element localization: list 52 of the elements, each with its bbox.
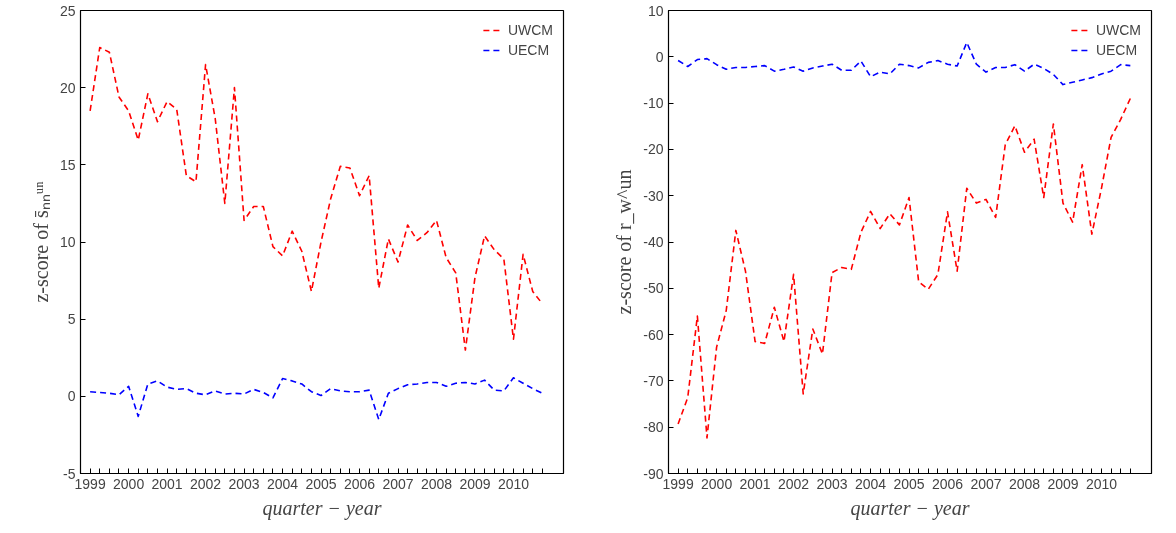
y-tick-label: 25: [59, 2, 76, 19]
y-tick-label: -10: [643, 95, 664, 112]
x-tick-label: 1999: [662, 475, 694, 492]
y-tick-label: -60: [643, 326, 664, 343]
x-tick-label: 2004: [854, 475, 887, 492]
x-tick-label: 2005: [893, 475, 925, 492]
x-tick-label: 2000: [113, 475, 145, 492]
x-tick-label: 2008: [1008, 475, 1041, 492]
line-series: [89, 377, 544, 421]
legend-label: UWCM: [1095, 22, 1141, 38]
legend-label: UWCM: [507, 22, 553, 38]
x-tick-label: 2007: [970, 475, 1002, 492]
x-tick-label: 2003: [228, 475, 260, 492]
x-tick-label: 2002: [190, 475, 222, 492]
x-tick-label: 2001: [151, 475, 183, 492]
x-tick-label: 2008: [420, 475, 453, 492]
y-tick-label: 20: [59, 79, 76, 96]
y-tick-label: -90: [643, 465, 664, 482]
y-tick-label: -30: [643, 187, 664, 204]
line-series: [677, 97, 1132, 439]
legend-label: UECM: [507, 42, 550, 58]
y-tick-label: -70: [643, 372, 664, 389]
x-tick-label: 1999: [74, 475, 106, 492]
y-tick-label: 10: [59, 234, 76, 250]
x-tick-label: 2010: [497, 475, 530, 492]
y-tick-label: 5: [67, 311, 76, 328]
y-tick-label: -20: [643, 141, 664, 158]
x-tick-label: 2006: [343, 475, 376, 492]
x-tick-label: 2004: [266, 475, 299, 492]
x-tick-label: 2009: [1047, 475, 1079, 492]
x-tick-label: 2001: [739, 475, 771, 492]
y-axis-title: z-score of s̄ₙₙᵘⁿ: [29, 181, 52, 303]
x-tick-label: 2010: [1085, 475, 1118, 492]
legend-label: UECM: [1095, 42, 1138, 58]
x-axis-title: quarter − year: [850, 496, 970, 520]
y-axis-title: z-score of r_w^un: [613, 169, 636, 315]
x-tick-label: 2003: [816, 475, 848, 492]
x-tick-label: 2002: [778, 475, 810, 492]
x-tick-label: 2000: [701, 475, 733, 492]
x-tick-label: 2006: [931, 475, 964, 492]
x-tick-label: 2007: [382, 475, 414, 492]
y-tick-label: 10: [647, 2, 664, 19]
x-tick-label: 2009: [459, 475, 491, 492]
y-tick-label: -40: [643, 234, 664, 250]
y-tick-label: -5: [63, 465, 76, 482]
x-tick-label: 2005: [305, 475, 337, 492]
y-tick-label: -50: [643, 280, 664, 297]
y-tick-label: -80: [643, 419, 664, 436]
y-tick-label: 0: [67, 388, 76, 405]
y-tick-label: 15: [59, 156, 76, 173]
x-axis-title: quarter − year: [262, 496, 382, 520]
y-tick-label: 0: [655, 48, 664, 65]
